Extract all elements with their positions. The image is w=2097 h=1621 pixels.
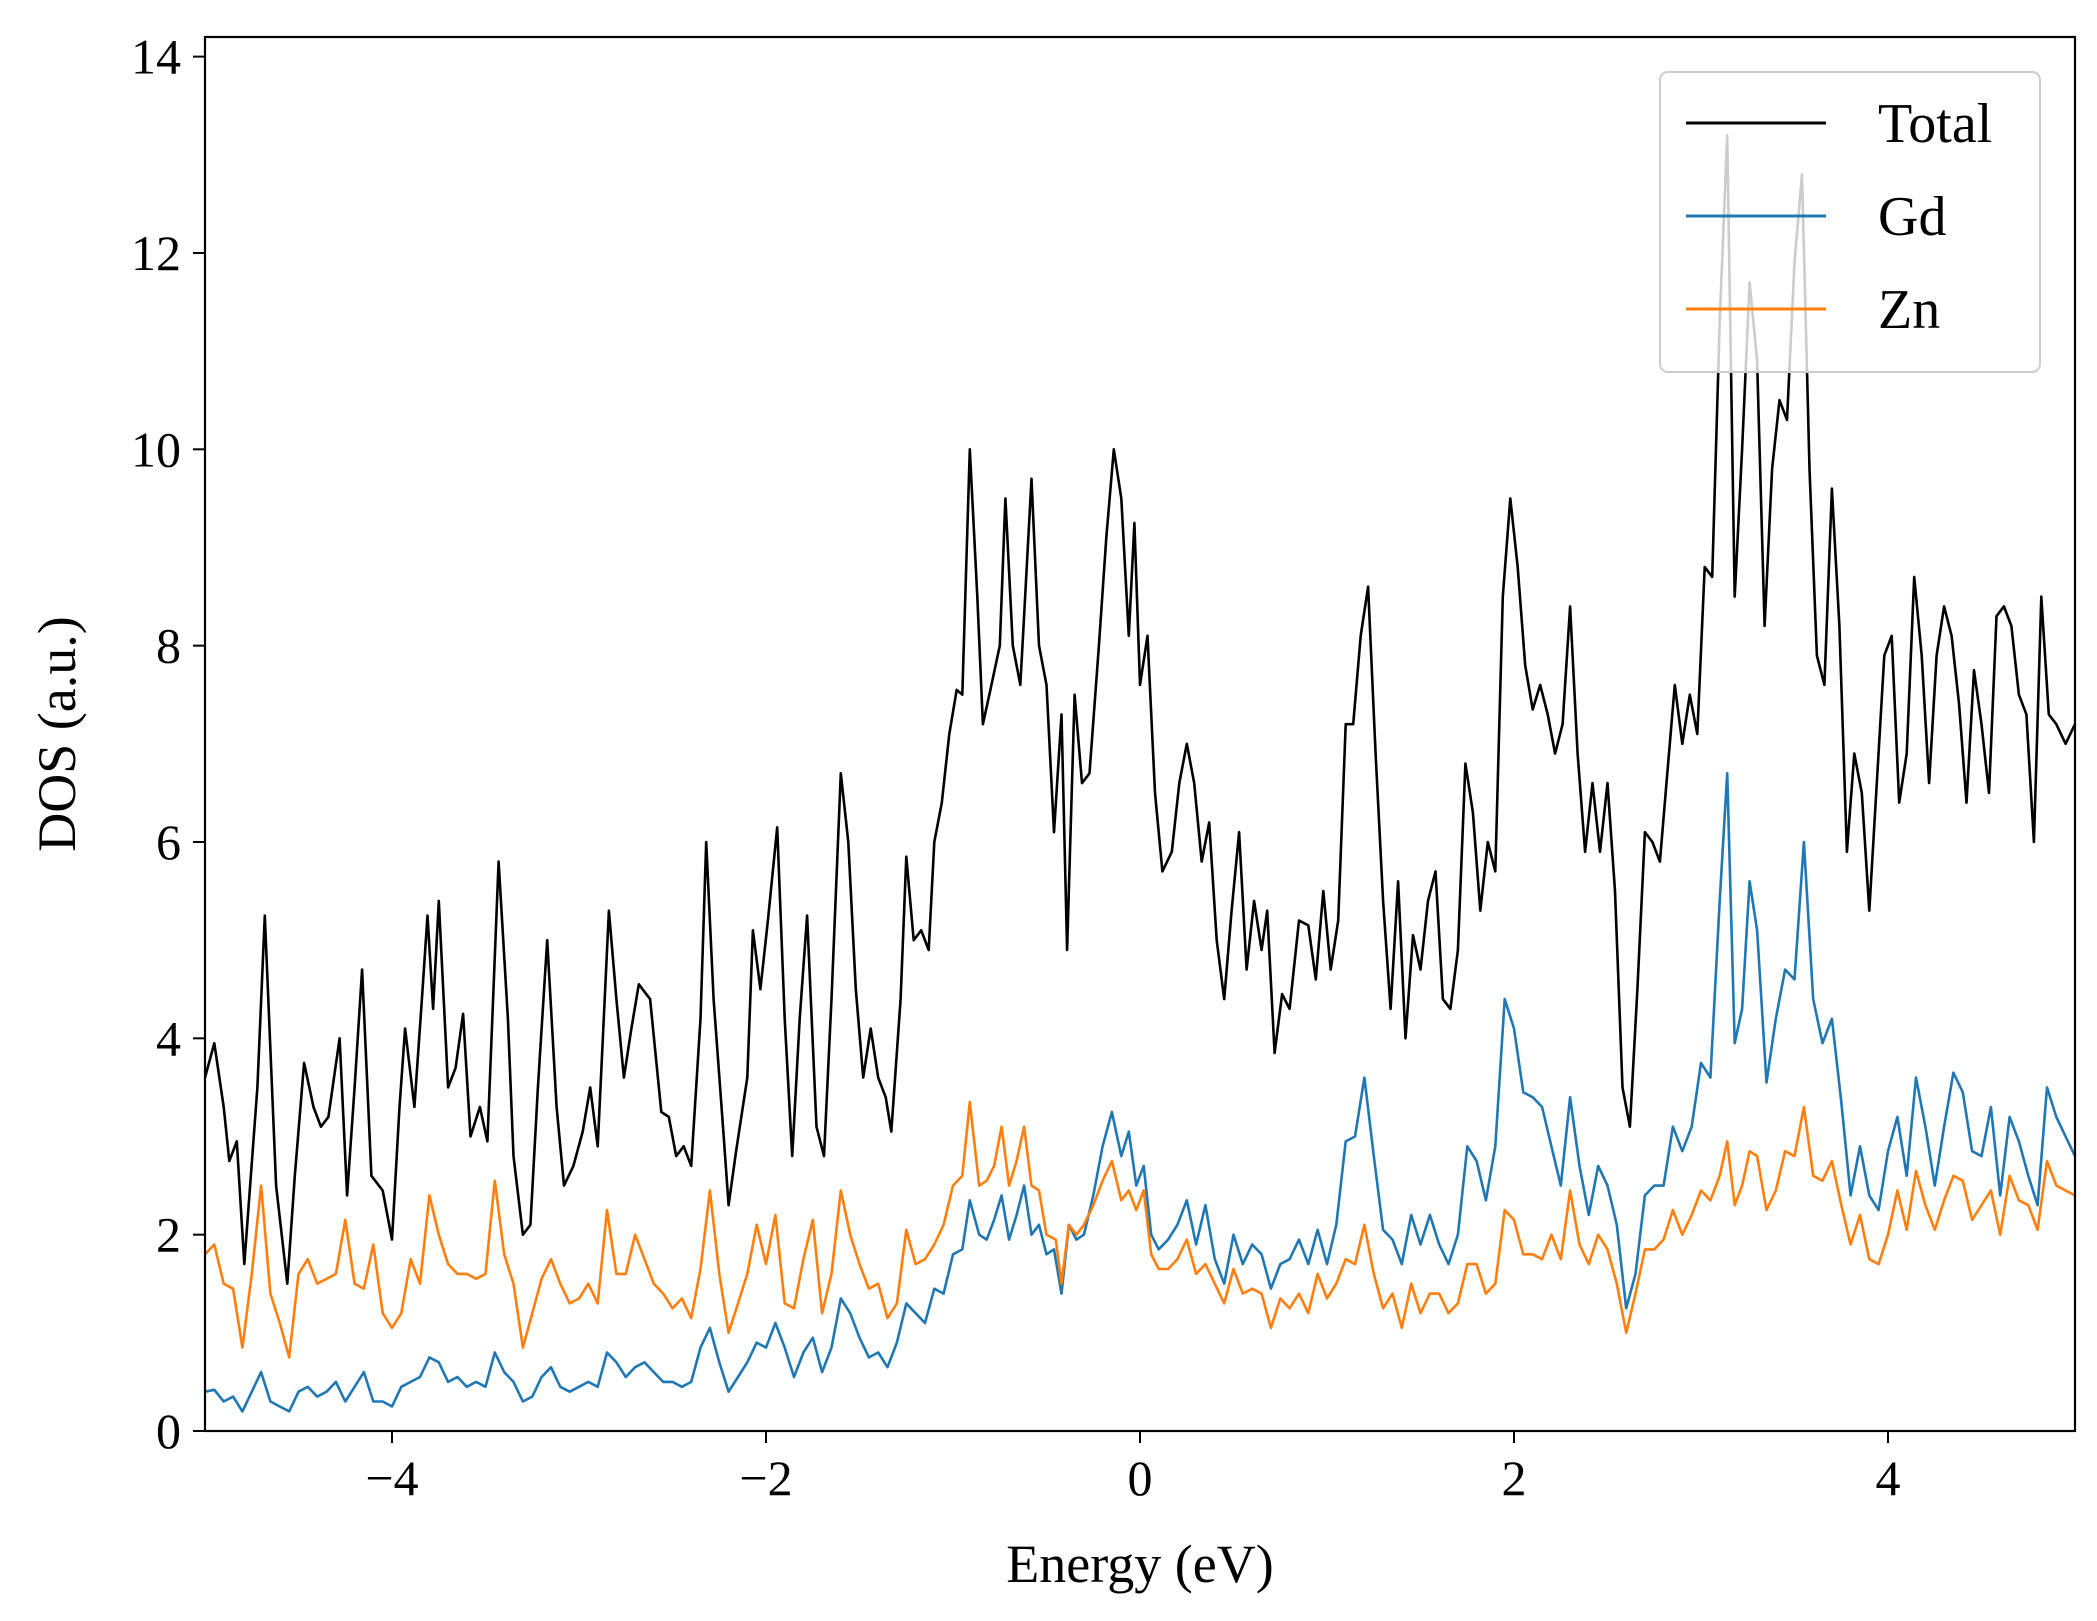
y-tick-label: 8 bbox=[156, 618, 181, 674]
legend-label-gd: Gd bbox=[1878, 186, 1946, 248]
y-tick-label: 2 bbox=[156, 1207, 181, 1263]
x-axis: −4 −2 0 2 4 bbox=[365, 1431, 1901, 1506]
legend-label-total: Total bbox=[1878, 93, 1992, 155]
series-line-total bbox=[203, 133, 2077, 1285]
legend-box bbox=[1659, 71, 2041, 373]
y-tick-label: 6 bbox=[156, 814, 181, 870]
y-tick-label: 12 bbox=[131, 225, 181, 281]
y-axis: 0 2 4 6 8 10 12 14 bbox=[131, 29, 205, 1459]
y-axis-label: DOS (a.u.) bbox=[27, 616, 87, 851]
x-tick-label: −4 bbox=[365, 1450, 418, 1506]
x-tick-label: −2 bbox=[739, 1450, 792, 1506]
x-tick-label: 2 bbox=[1502, 1450, 1527, 1506]
legend: Total Gd Zn bbox=[1659, 71, 2041, 373]
x-tick-label: 0 bbox=[1128, 1450, 1153, 1506]
legend-label-zn: Zn bbox=[1878, 279, 1940, 341]
x-tick-label: 4 bbox=[1876, 1450, 1901, 1506]
series-layer bbox=[203, 133, 2077, 1413]
series-line-zn bbox=[204, 1100, 2076, 1359]
y-tick-label: 10 bbox=[131, 421, 181, 477]
y-tick-label: 4 bbox=[156, 1010, 181, 1066]
series-line-gd bbox=[204, 772, 2077, 1413]
y-tick-label: 14 bbox=[131, 29, 181, 85]
x-axis-label: Energy (eV) bbox=[1006, 1534, 1273, 1594]
y-tick-label: 0 bbox=[156, 1403, 181, 1459]
